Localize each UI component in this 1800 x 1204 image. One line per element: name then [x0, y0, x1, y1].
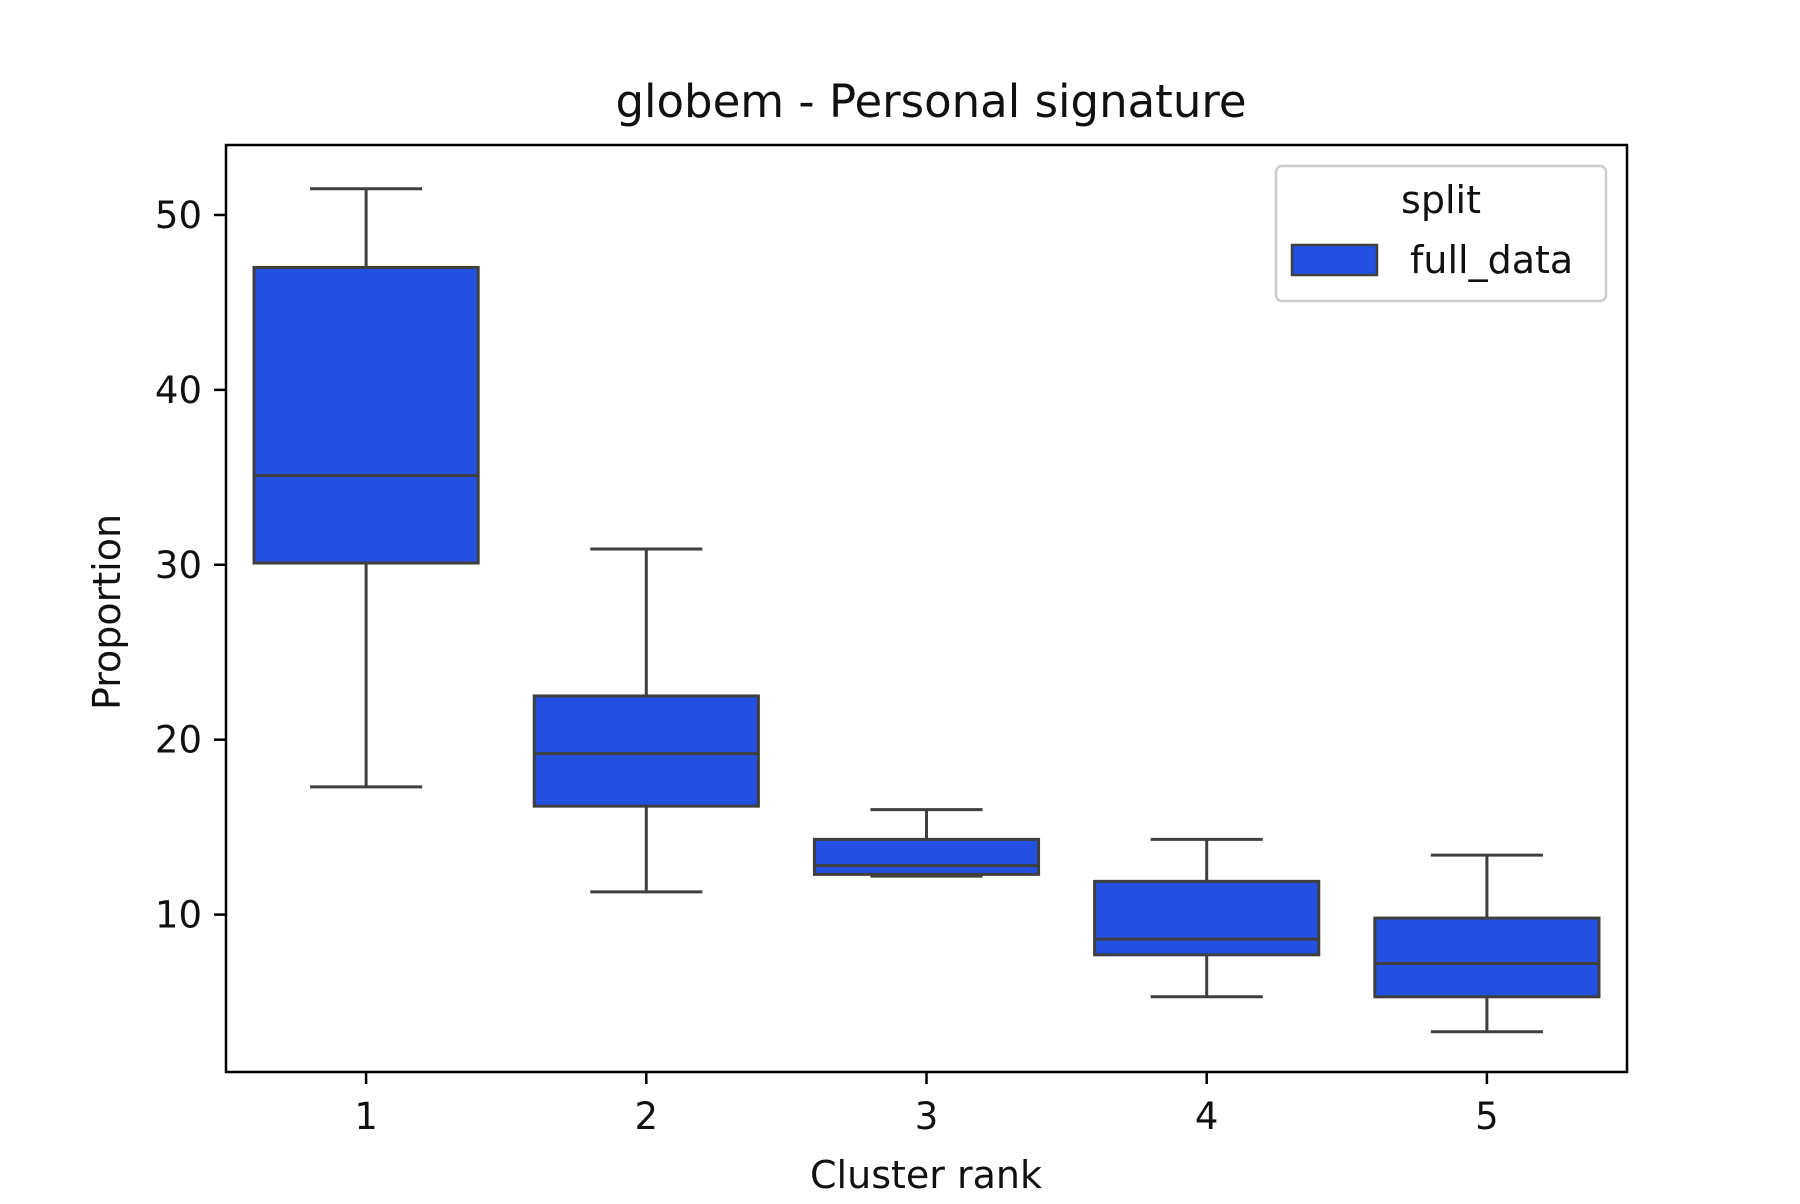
- box-iqr: [1093, 879, 1321, 957]
- legend-label-full-data: full_data: [1410, 238, 1573, 282]
- box-cluster-5: [1373, 853, 1601, 1034]
- x-axis-label: Cluster rank: [810, 1153, 1042, 1197]
- box-iqr: [532, 694, 760, 808]
- x-axis: 1 2 3 4 5: [354, 1072, 1499, 1138]
- legend: split full_data: [1274, 164, 1608, 303]
- chart-title: globem - Personal signature: [615, 75, 1246, 128]
- y-tick-label: 20: [155, 719, 202, 762]
- y-tick-label: 40: [155, 369, 202, 412]
- box-cluster-2: [532, 547, 760, 894]
- box-cluster-1: [252, 187, 480, 789]
- plot-area: [252, 187, 1601, 1034]
- box-iqr: [812, 837, 1041, 876]
- y-axis: 10 20 30 40 50: [155, 194, 226, 937]
- x-tick-label: 2: [635, 1095, 659, 1138]
- y-tick-label: 30: [155, 544, 202, 587]
- box-cluster-3: [812, 808, 1041, 878]
- x-tick-label: 5: [1475, 1095, 1499, 1138]
- y-tick-label: 10: [155, 894, 202, 937]
- x-tick-label: 3: [915, 1095, 939, 1138]
- x-tick-label: 1: [354, 1095, 378, 1138]
- box-cluster-4: [1093, 837, 1321, 999]
- x-tick-label: 4: [1195, 1095, 1219, 1138]
- y-axis-label: Proportion: [85, 514, 129, 710]
- legend-swatch-full-data: [1290, 243, 1379, 277]
- box-iqr: [252, 265, 480, 565]
- legend-title: split: [1401, 178, 1481, 222]
- y-tick-label: 50: [155, 194, 202, 237]
- box-iqr: [1373, 916, 1601, 999]
